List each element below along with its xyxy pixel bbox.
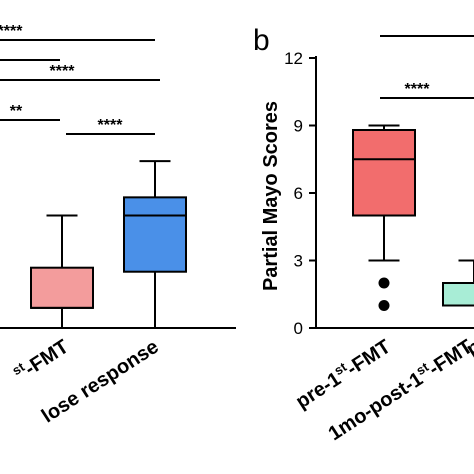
- panel-a-box-1: [123, 196, 187, 273]
- panel-b-y-tick-label-0: 0: [294, 319, 303, 338]
- panel-a-box-0: [30, 266, 94, 309]
- panel-a-category-label-0: st-FMT: [9, 333, 72, 386]
- panel-a-significance-3: **: [10, 103, 23, 120]
- panel-b-category-label-2: p: [462, 336, 474, 361]
- panel-b-box-1: [442, 282, 474, 307]
- panel-b-category-label-1: 1mo-post-1st-FMT: [323, 333, 474, 445]
- panel-a-category-label-main-0: -FMT: [21, 336, 73, 380]
- panel-a-significance-0: ****: [0, 23, 23, 40]
- panel-b-box-0: [352, 129, 416, 217]
- panel-b-outlier-0-1: [378, 300, 390, 311]
- panel-b-y-axis-label: Partial Mayo Scores: [260, 101, 282, 291]
- panel-a-significance-2: ****: [50, 63, 76, 80]
- panel-letter-b: b: [253, 24, 270, 57]
- panel-b-outlier-0-0: [378, 277, 390, 289]
- panel-b-y-tick-label-3: 9: [294, 117, 303, 136]
- panel-b-y-tick-label-1: 3: [294, 252, 303, 271]
- panel-b-category-label-post-0: -FMT: [343, 336, 395, 380]
- panel-b-y-tick-label-4: 12: [284, 49, 303, 68]
- panel-b-significance-0: ****: [405, 81, 431, 98]
- panel-b-category-label-main-2: p: [462, 336, 474, 361]
- panel-b-y-tick-label-2: 6: [294, 184, 303, 203]
- panel-a-significance-4: ****: [98, 117, 124, 134]
